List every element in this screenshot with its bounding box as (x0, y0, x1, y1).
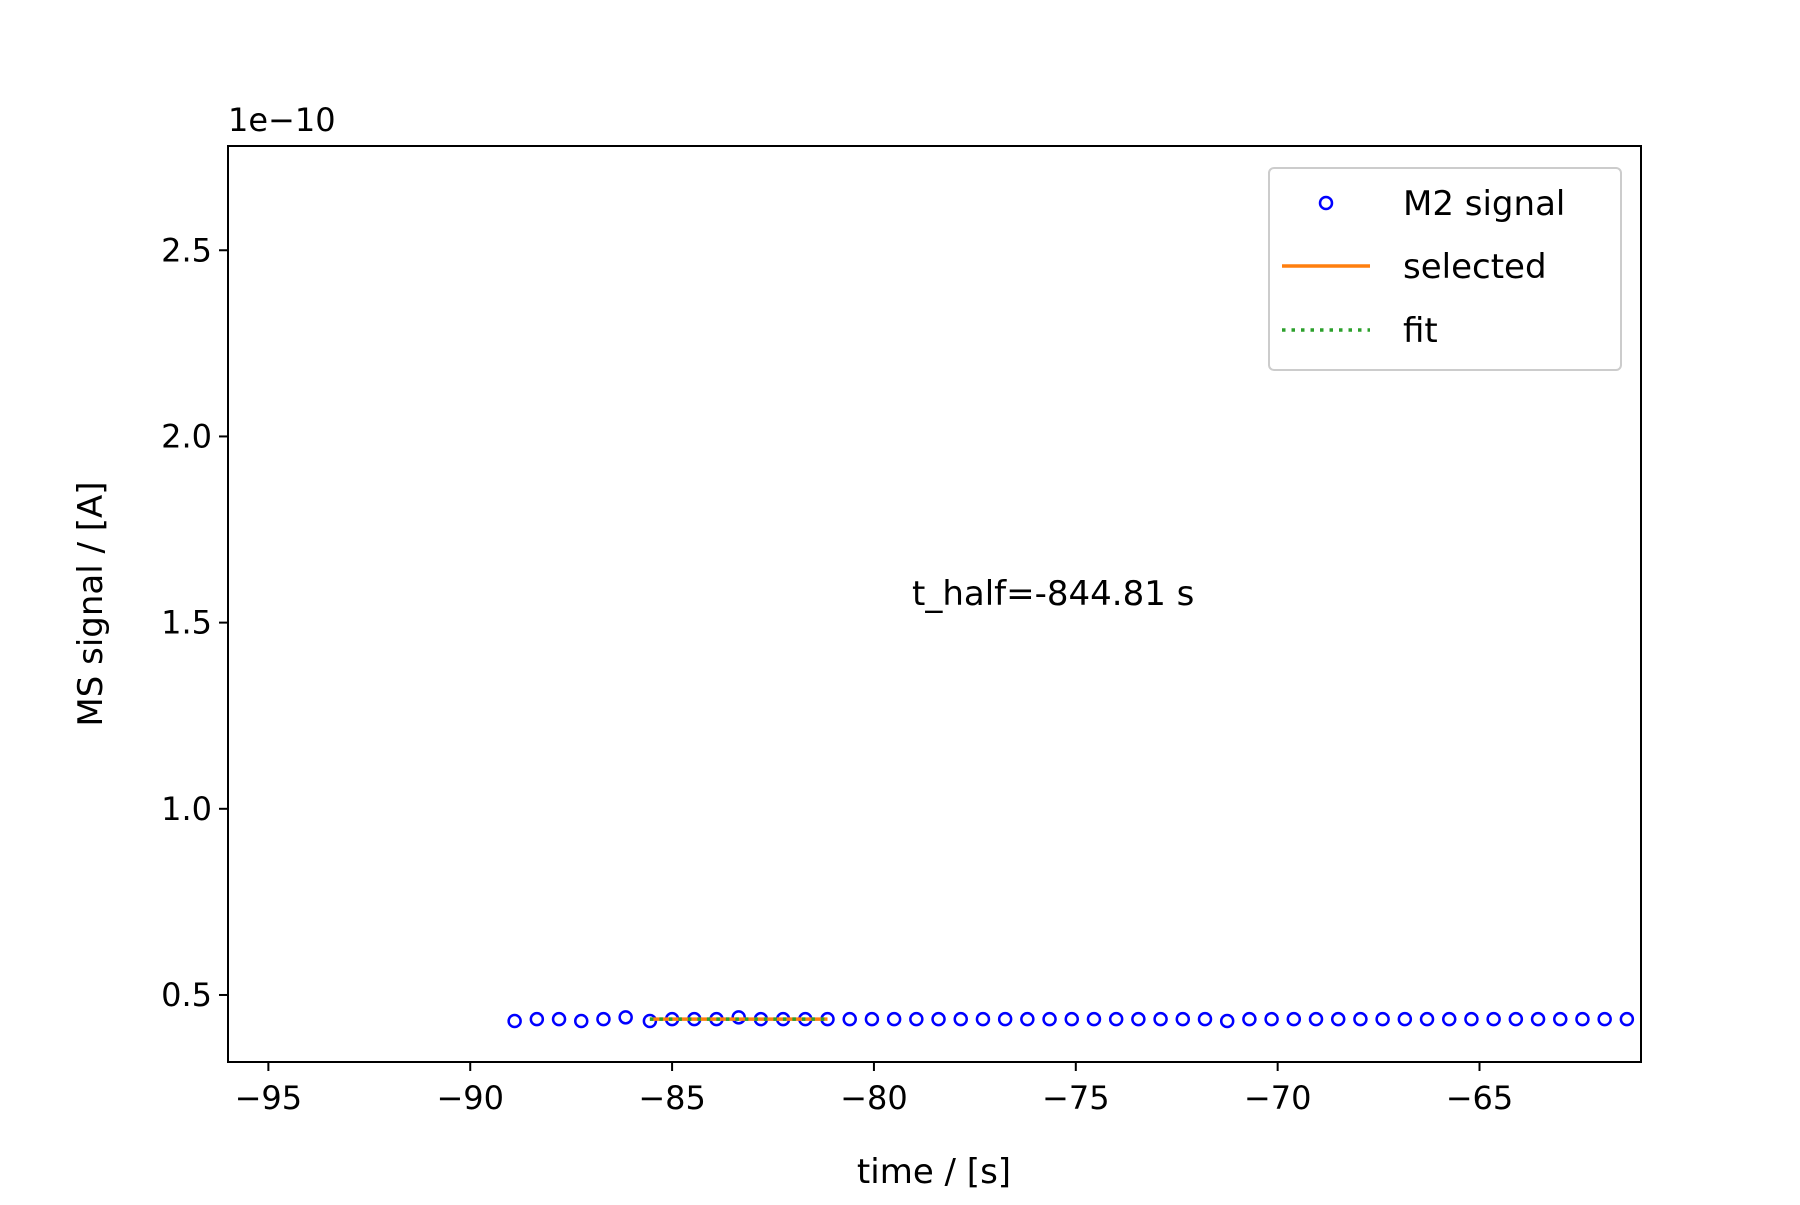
y-offset-label: 1e−10 (228, 101, 336, 139)
data-point (1419, 1011, 1435, 1027)
data-point (931, 1011, 946, 1027)
data-point (1397, 1011, 1413, 1027)
data-point (953, 1011, 968, 1027)
data-point (574, 1013, 589, 1029)
data-point (886, 1011, 902, 1027)
data-point (1197, 1011, 1213, 1027)
data-point (1042, 1011, 1057, 1027)
data-point (1508, 1011, 1524, 1027)
axes-frame (227, 145, 1642, 1063)
legend-label-m2-signal: M2 signal (1403, 184, 1565, 224)
x-tick-label: −65 (1446, 1079, 1514, 1117)
data-point (1086, 1011, 1102, 1027)
x-tick-label: −75 (1042, 1079, 1110, 1117)
data-point (529, 1011, 545, 1027)
data-point (1597, 1011, 1612, 1027)
y-tick-label: 1.0 (161, 790, 212, 828)
data-point (1264, 1011, 1279, 1027)
data-point (1308, 1011, 1324, 1027)
x-axis: −95 −90 −85 −80 −75 −70 −65 (235, 1062, 1514, 1117)
data-point (909, 1011, 924, 1027)
x-tick-label: −90 (436, 1079, 504, 1117)
data-point (1064, 1011, 1080, 1027)
data-point (596, 1011, 611, 1027)
data-point (842, 1011, 857, 1027)
y-axis: 0.5 1.0 1.5 2.0 2.5 (161, 231, 228, 1014)
y-axis-label: MS signal / [A] (71, 481, 111, 726)
x-tick-label: −85 (638, 1079, 706, 1117)
data-point (507, 1013, 522, 1029)
data-point (1486, 1011, 1501, 1027)
data-point (551, 1011, 567, 1027)
x-tick-label: −95 (235, 1079, 303, 1117)
data-point (1575, 1011, 1590, 1027)
data-point (1375, 1011, 1390, 1027)
legend-box (1268, 167, 1622, 371)
plot-area (507, 1010, 1635, 1029)
t-half-annotation: t_half=-844.81 s (912, 574, 1194, 614)
data-point (1330, 1011, 1346, 1027)
data-point (1553, 1011, 1568, 1027)
data-point (1131, 1011, 1146, 1027)
x-tick-label: −70 (1244, 1079, 1312, 1117)
data-point (642, 1013, 658, 1029)
legend: M2 signal selected fit (1268, 167, 1622, 371)
data-point (1219, 1013, 1235, 1029)
data-point (1530, 1011, 1546, 1027)
data-point (731, 1010, 746, 1025)
legend-label-fit: fit (1403, 311, 1438, 351)
data-point (1175, 1011, 1191, 1027)
data-point (1020, 1011, 1035, 1027)
data-point (997, 1011, 1013, 1027)
x-tick-label: −80 (840, 1079, 908, 1117)
legend-marker-m2-signal (1318, 195, 1334, 211)
data-point (1242, 1011, 1257, 1027)
x-axis-label: time / [s] (857, 1152, 1011, 1192)
data-point (618, 1010, 633, 1025)
y-tick-label: 2.5 (161, 231, 212, 269)
data-point (1353, 1011, 1368, 1027)
data-point (864, 1011, 880, 1027)
data-point (975, 1011, 991, 1027)
data-point (1441, 1011, 1457, 1027)
y-tick-label: 2.0 (161, 417, 212, 455)
data-point (1286, 1011, 1302, 1027)
data-point (1619, 1011, 1635, 1027)
data-point (1464, 1011, 1479, 1027)
legend-label-selected: selected (1403, 247, 1547, 287)
data-point (1108, 1011, 1124, 1027)
y-tick-label: 1.5 (161, 604, 212, 642)
data-point (1153, 1011, 1168, 1027)
y-tick-label: 0.5 (161, 976, 212, 1014)
